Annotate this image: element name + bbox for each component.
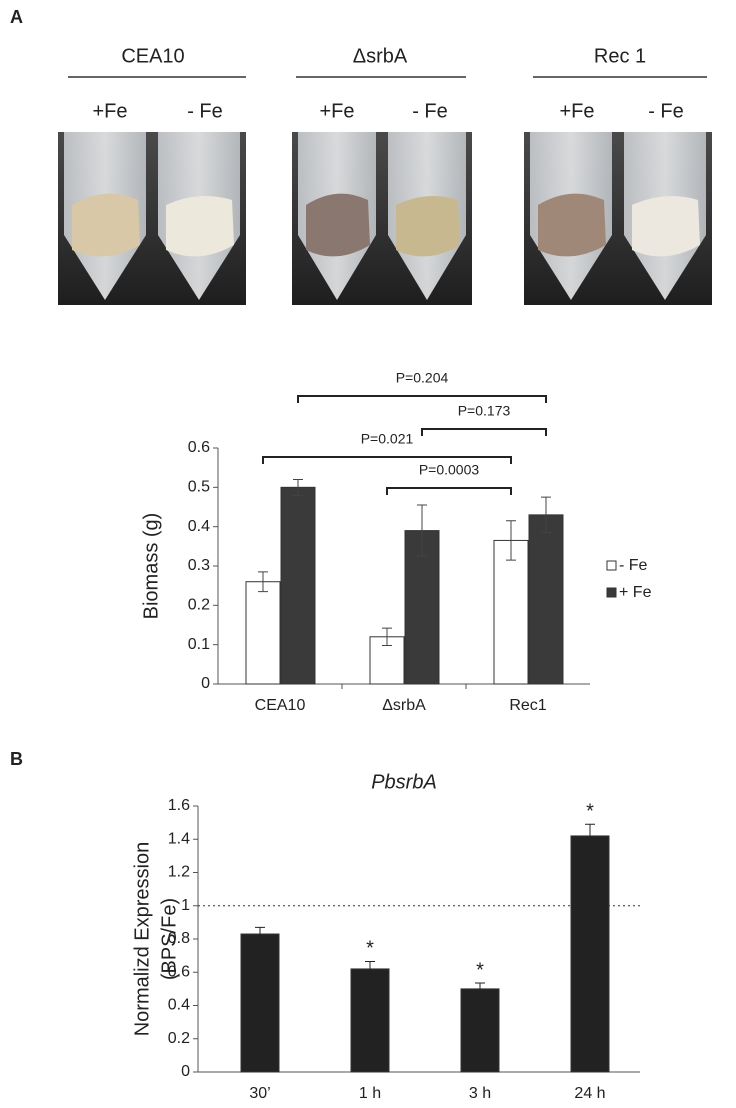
significance-marker: * (586, 801, 594, 823)
y-tick-label: 0.4 (168, 997, 190, 1014)
y-tick-label: 0.2 (168, 1030, 190, 1047)
x-tick-label: 24 h (574, 1085, 605, 1102)
significance-bracket (297, 395, 547, 403)
photo-title: Rec 1 (594, 45, 646, 67)
legend-label: - Fe (619, 557, 648, 574)
significance-bracket (262, 456, 512, 464)
photo-label: +Fe (319, 100, 354, 122)
bar (350, 968, 390, 1073)
legend-swatch (606, 560, 617, 571)
x-tick-label: ΔsrbA (382, 697, 426, 714)
error-bar (365, 960, 375, 977)
y-tick-label: 0.2 (188, 597, 210, 614)
y-tick-label: 1.4 (168, 830, 190, 847)
y-tick-label: 0.4 (188, 518, 210, 535)
photo-title: ΔsrbA (353, 45, 408, 67)
y-axis-label: (BPS/Fe) (158, 898, 180, 980)
photo-title: CEA10 (121, 45, 184, 67)
mycelium (72, 193, 140, 257)
y-tick-label: 0.5 (188, 479, 210, 496)
p-value: P=0.021 (361, 431, 414, 447)
mycelium (166, 196, 234, 257)
y-axis-label: Biomass (g) (140, 513, 162, 620)
error-bar (417, 504, 427, 557)
photo-label: +Fe (92, 100, 127, 122)
photo-label: - Fe (412, 100, 448, 122)
bar (245, 581, 281, 685)
panel-label: A (10, 7, 23, 27)
mycelium (632, 196, 700, 257)
significance-bracket (421, 428, 547, 436)
p-value: P=0.173 (458, 403, 511, 419)
mycelium (306, 193, 370, 257)
bar (493, 539, 529, 685)
y-axis-label: Normalizd Expression (131, 842, 153, 1037)
error-bar (255, 926, 265, 942)
legend-label: + Fe (619, 584, 652, 601)
y-tick-label: 1 (181, 897, 190, 914)
x-tick-label: 1 h (359, 1085, 381, 1102)
p-value: P=0.0003 (419, 462, 480, 478)
photo-label: - Fe (648, 100, 684, 122)
mycelium (538, 193, 606, 257)
photo-label: +Fe (559, 100, 594, 122)
x-tick-label: 30’ (249, 1085, 270, 1102)
legend-swatch (606, 587, 617, 598)
y-tick-label: 0.6 (168, 963, 190, 980)
x-tick-label: 3 h (469, 1085, 491, 1102)
y-tick-label: 0.8 (168, 930, 190, 947)
significance-bracket (386, 487, 512, 495)
bar (280, 486, 316, 685)
y-tick-label: 0.3 (188, 557, 210, 574)
significance-marker: * (476, 959, 484, 981)
significance-marker: * (366, 938, 374, 960)
error-bar (585, 823, 595, 849)
y-tick-label: 0.1 (188, 636, 210, 653)
x-tick-label: CEA10 (255, 697, 306, 714)
error-bar (541, 496, 551, 534)
error-bar (475, 982, 485, 996)
bar (460, 988, 500, 1073)
bar (240, 933, 280, 1073)
y-tick-label: 1.2 (168, 864, 190, 881)
mycelium (396, 196, 460, 257)
y-tick-label: 1.6 (168, 797, 190, 814)
bar (528, 514, 564, 685)
photo-label: - Fe (187, 100, 223, 122)
error-bar (382, 627, 392, 646)
error-bar (506, 520, 516, 561)
y-tick-label: 0 (201, 675, 210, 692)
x-tick-label: Rec1 (509, 697, 546, 714)
error-bar (258, 571, 268, 593)
y-tick-label: 0.6 (188, 439, 210, 456)
bar (570, 835, 610, 1073)
error-bar (293, 478, 303, 496)
chart-title: PbsrbA (371, 771, 437, 793)
p-value: P=0.204 (396, 370, 449, 386)
panel-label: B (10, 749, 23, 769)
y-tick-label: 0 (181, 1063, 190, 1080)
